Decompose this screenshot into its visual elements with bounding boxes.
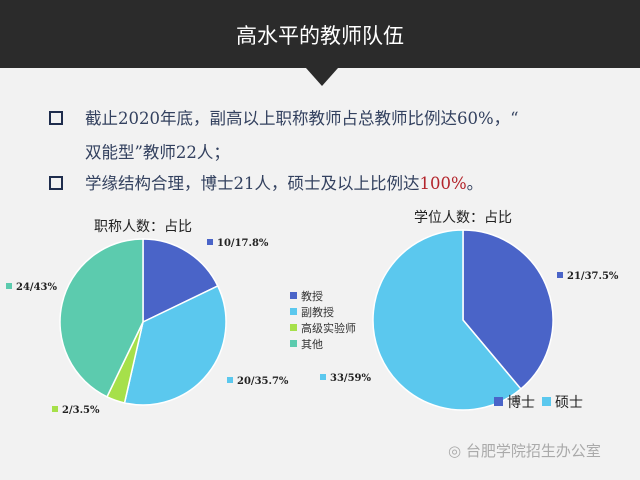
legend-item: 高级实验师	[301, 321, 356, 335]
header-notch	[306, 68, 338, 86]
chart-title: 职称人数：占比	[94, 219, 192, 235]
label-marker	[320, 374, 326, 380]
bullet-2: 学缘结构合理，博士21人，硕士及以上比例达100%。	[85, 170, 483, 194]
legend-item: 副教授	[301, 305, 334, 319]
bullet-square-icon	[49, 176, 63, 190]
label-marker	[6, 283, 12, 289]
legend-item: 博士	[507, 394, 535, 411]
legend-marker	[542, 397, 551, 406]
data-label: 24/43%	[16, 282, 57, 293]
data-label: 20/35.7%	[237, 376, 289, 387]
bullet-1-line-2: 双能型”教师22人；	[85, 143, 230, 162]
bullet-2-text: 学缘结构合理，博士21人，硕士及以上比例达	[85, 174, 420, 193]
bullet-square-icon	[49, 111, 63, 125]
data-label: 21/37.5%	[567, 271, 619, 282]
header-bar	[0, 0, 640, 68]
pie-slice-0-0	[142, 238, 219, 324]
legend-marker	[290, 340, 297, 347]
legend-marker	[290, 324, 297, 331]
label-marker	[207, 239, 213, 245]
legend-item: 教授	[301, 289, 323, 303]
data-label: 2/3.5%	[62, 405, 100, 416]
data-label: 10/17.8%	[217, 238, 269, 249]
wechat-icon: ◎	[448, 442, 466, 460]
label-marker	[557, 272, 563, 278]
pie-slice-0-1	[123, 284, 227, 406]
chart-title: 学位人数：占比	[414, 210, 512, 226]
watermark: ◎ 台肥学院招生办公室	[448, 440, 601, 461]
legend-marker	[290, 308, 297, 315]
bullet-2-suffix: 。	[466, 174, 484, 193]
pie-slice-0-3	[59, 238, 144, 398]
slide-title: 高水平的教师队伍	[236, 24, 404, 48]
legend-item: 硕士	[555, 395, 583, 411]
label-marker	[52, 406, 58, 412]
bullet-1-line-1: 截止2020年底，副高以上职称教师占总教师比例达60%，“	[85, 109, 519, 128]
pie-slice-1-0	[462, 229, 554, 391]
data-label: 33/59%	[330, 373, 371, 384]
pie-slice-1-1	[372, 229, 522, 411]
watermark-text: 台肥学院招生办公室	[465, 442, 601, 460]
legend-item: 其他	[301, 338, 323, 351]
bullet-2-highlight: 100%	[419, 174, 467, 193]
legend-marker	[290, 292, 297, 299]
legend-marker	[494, 397, 503, 406]
label-marker	[227, 377, 233, 383]
